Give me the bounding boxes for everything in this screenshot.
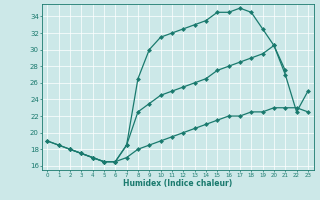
X-axis label: Humidex (Indice chaleur): Humidex (Indice chaleur) <box>123 179 232 188</box>
